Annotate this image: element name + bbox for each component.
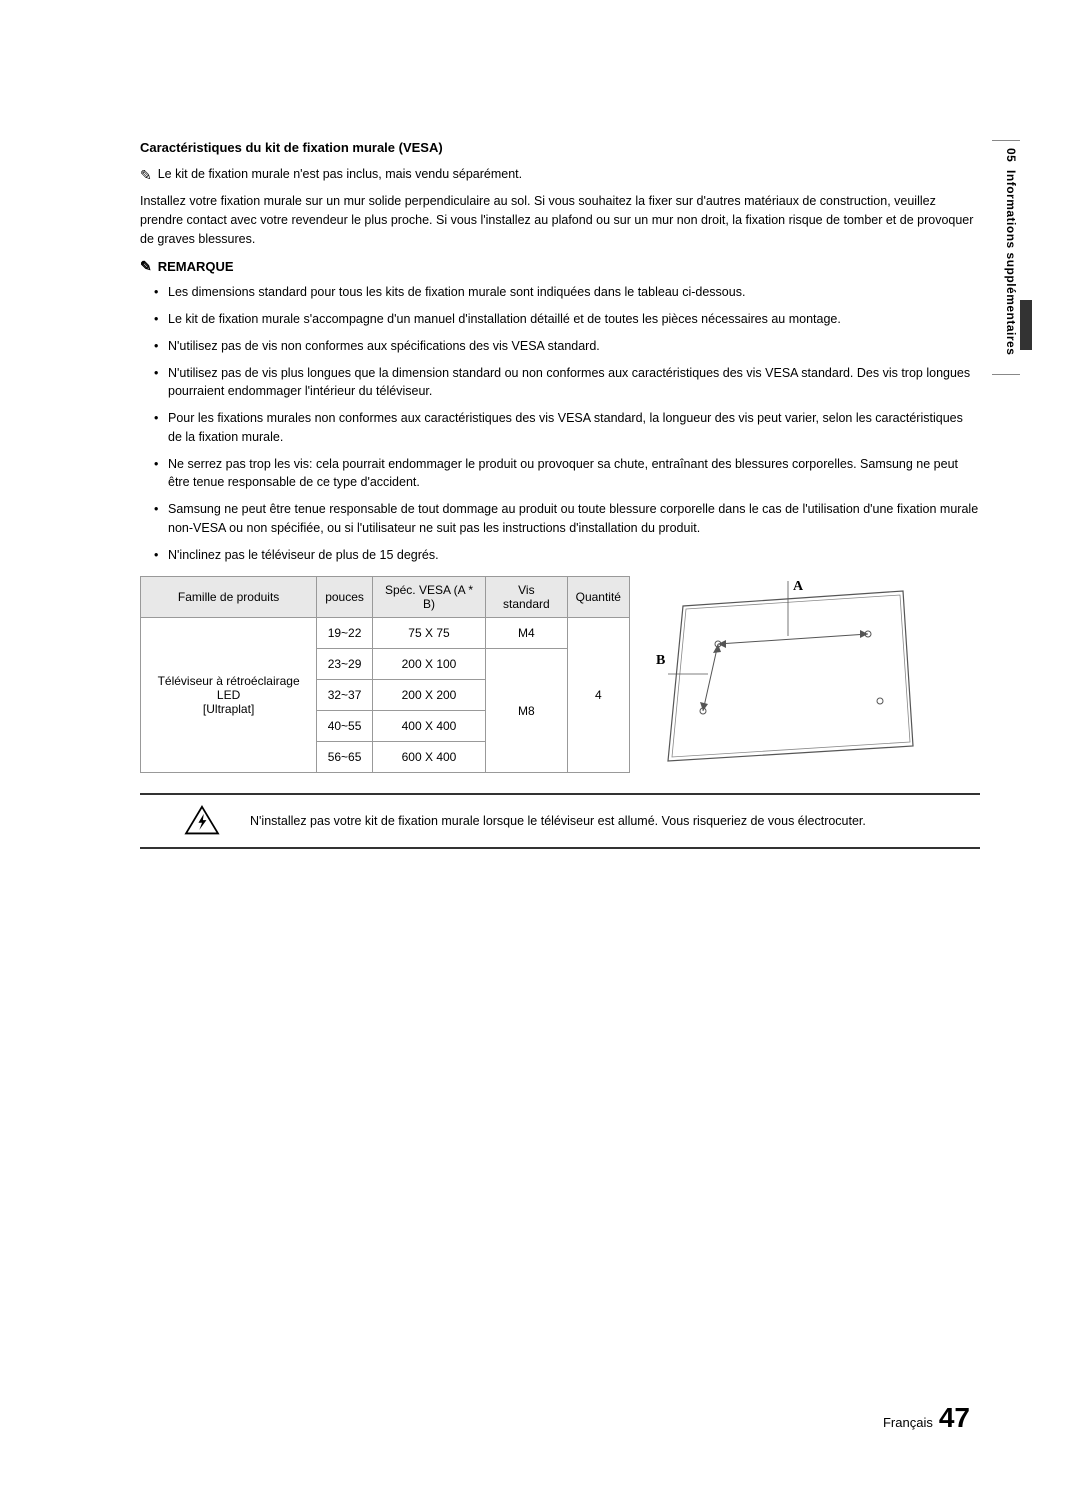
- cell-screw: M4: [486, 618, 568, 649]
- list-item: Pour les fixations murales non conformes…: [168, 409, 980, 447]
- note-kit-not-included: ✎ Le kit de fixation murale n'est pas in…: [140, 165, 980, 186]
- label-a: A: [793, 579, 804, 594]
- list-item: Ne serrez pas trop les vis: cela pourrai…: [168, 455, 980, 493]
- vesa-diagram: A B: [648, 576, 918, 766]
- cell-inches: 23~29: [317, 649, 373, 680]
- page-content: Caractéristiques du kit de fixation mura…: [0, 0, 1080, 909]
- cell-qty: 4: [567, 618, 629, 773]
- vesa-spec-table: Famille de produits pouces Spéc. VESA (A…: [140, 576, 630, 773]
- cell-inches: 19~22: [317, 618, 373, 649]
- cell-family: Téléviseur à rétroéclairage LED [Ultrapl…: [141, 618, 317, 773]
- cell-vesa: 200 X 200: [372, 680, 485, 711]
- cell-screw: M8: [486, 649, 568, 773]
- page-footer: Français 47: [883, 1402, 970, 1434]
- note-text: Le kit de fixation murale n'est pas incl…: [158, 165, 522, 184]
- cell-vesa: 200 X 100: [372, 649, 485, 680]
- th-family: Famille de produits: [141, 577, 317, 618]
- th-vesa: Spéc. VESA (A * B): [372, 577, 485, 618]
- list-item: Samsung ne peut être tenue responsable d…: [168, 500, 980, 538]
- cell-inches: 32~37: [317, 680, 373, 711]
- footer-lang: Français: [883, 1415, 933, 1430]
- warning-text: N'installez pas votre kit de fixation mu…: [250, 814, 866, 828]
- cell-inches: 56~65: [317, 742, 373, 773]
- cell-vesa: 400 X 400: [372, 711, 485, 742]
- list-item: Le kit de fixation murale s'accompagne d…: [168, 310, 980, 329]
- label-b: B: [656, 653, 665, 668]
- cell-inches: 40~55: [317, 711, 373, 742]
- th-inches: pouces: [317, 577, 373, 618]
- cell-vesa: 600 X 400: [372, 742, 485, 773]
- remarks-list: Les dimensions standard pour tous les ki…: [140, 283, 980, 564]
- list-item: N'utilisez pas de vis plus longues que l…: [168, 364, 980, 402]
- th-qty: Quantité: [567, 577, 629, 618]
- section-heading: Caractéristiques du kit de fixation mura…: [140, 140, 980, 155]
- note-icon: ✎: [140, 165, 152, 186]
- table-row: Téléviseur à rétroéclairage LED [Ultrapl…: [141, 618, 630, 649]
- page-number: 47: [939, 1402, 970, 1434]
- install-paragraph: Installez votre fixation murale sur un m…: [140, 192, 980, 248]
- list-item: Les dimensions standard pour tous les ki…: [168, 283, 980, 302]
- th-screw: Vis standard: [486, 577, 568, 618]
- remark-label: REMARQUE: [158, 259, 234, 274]
- table-figure-row: Famille de produits pouces Spéc. VESA (A…: [140, 576, 980, 773]
- warning-box: N'installez pas votre kit de fixation mu…: [140, 793, 980, 849]
- remark-heading: ✎ REMARQUE: [140, 258, 980, 275]
- warning-shock-icon: [184, 805, 220, 837]
- list-item: N'utilisez pas de vis non conformes aux …: [168, 337, 980, 356]
- list-item: N'inclinez pas le téléviseur de plus de …: [168, 546, 980, 565]
- cell-vesa: 75 X 75: [372, 618, 485, 649]
- note-icon: ✎: [140, 258, 152, 275]
